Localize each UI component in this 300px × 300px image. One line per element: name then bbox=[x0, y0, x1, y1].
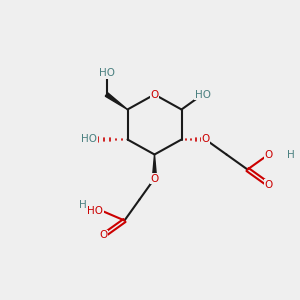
Text: HO: HO bbox=[82, 134, 98, 145]
Polygon shape bbox=[105, 93, 128, 110]
Polygon shape bbox=[152, 154, 157, 178]
Text: H: H bbox=[79, 200, 87, 211]
Text: O: O bbox=[264, 149, 273, 160]
Text: H: H bbox=[286, 149, 294, 160]
Text: O: O bbox=[150, 89, 159, 100]
Text: O: O bbox=[99, 230, 108, 241]
Text: HO: HO bbox=[194, 89, 211, 100]
Text: O: O bbox=[201, 134, 210, 145]
Text: HO: HO bbox=[88, 206, 103, 217]
Text: HO: HO bbox=[98, 68, 115, 79]
Text: O: O bbox=[150, 173, 159, 184]
Text: O: O bbox=[264, 179, 273, 190]
